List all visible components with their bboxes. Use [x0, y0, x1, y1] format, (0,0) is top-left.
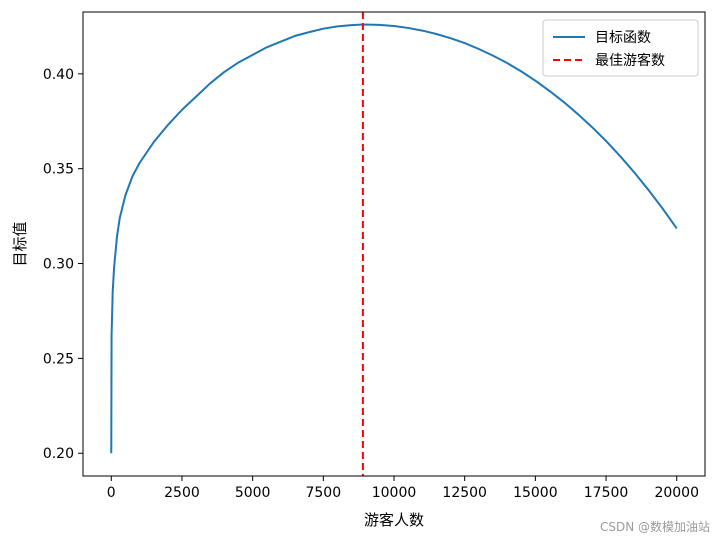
- x-tick-label: 10000: [372, 485, 417, 501]
- x-tick-label: 7500: [305, 485, 341, 501]
- x-tick-label: 12500: [442, 485, 487, 501]
- legend-box: [542, 19, 699, 77]
- x-tick-label: 20000: [654, 485, 699, 501]
- watermark-text: CSDN @数模加油站: [599, 520, 710, 534]
- x-tick-label: 5000: [235, 485, 271, 501]
- y-axis-title: 目标值: [11, 221, 29, 266]
- y-tick-label: 0.35: [43, 162, 74, 178]
- x-tick-label: 2500: [164, 485, 200, 501]
- x-tick-label: 17500: [584, 485, 629, 501]
- legend-label: 目标函数: [595, 30, 651, 46]
- y-tick-label: 0.25: [43, 351, 74, 367]
- legend-label: 最佳游客数: [595, 52, 665, 69]
- y-tick-label: 0.40: [43, 67, 74, 83]
- y-tick-label: 0.20: [43, 446, 74, 462]
- series-objective-line: [110, 23, 678, 454]
- x-tick-label: 15000: [513, 485, 558, 501]
- x-tick-label: 0: [107, 485, 116, 501]
- y-tick-label: 0.30: [43, 257, 74, 273]
- plot-frame: [82, 11, 706, 477]
- x-axis-title: 游客人数: [364, 511, 424, 529]
